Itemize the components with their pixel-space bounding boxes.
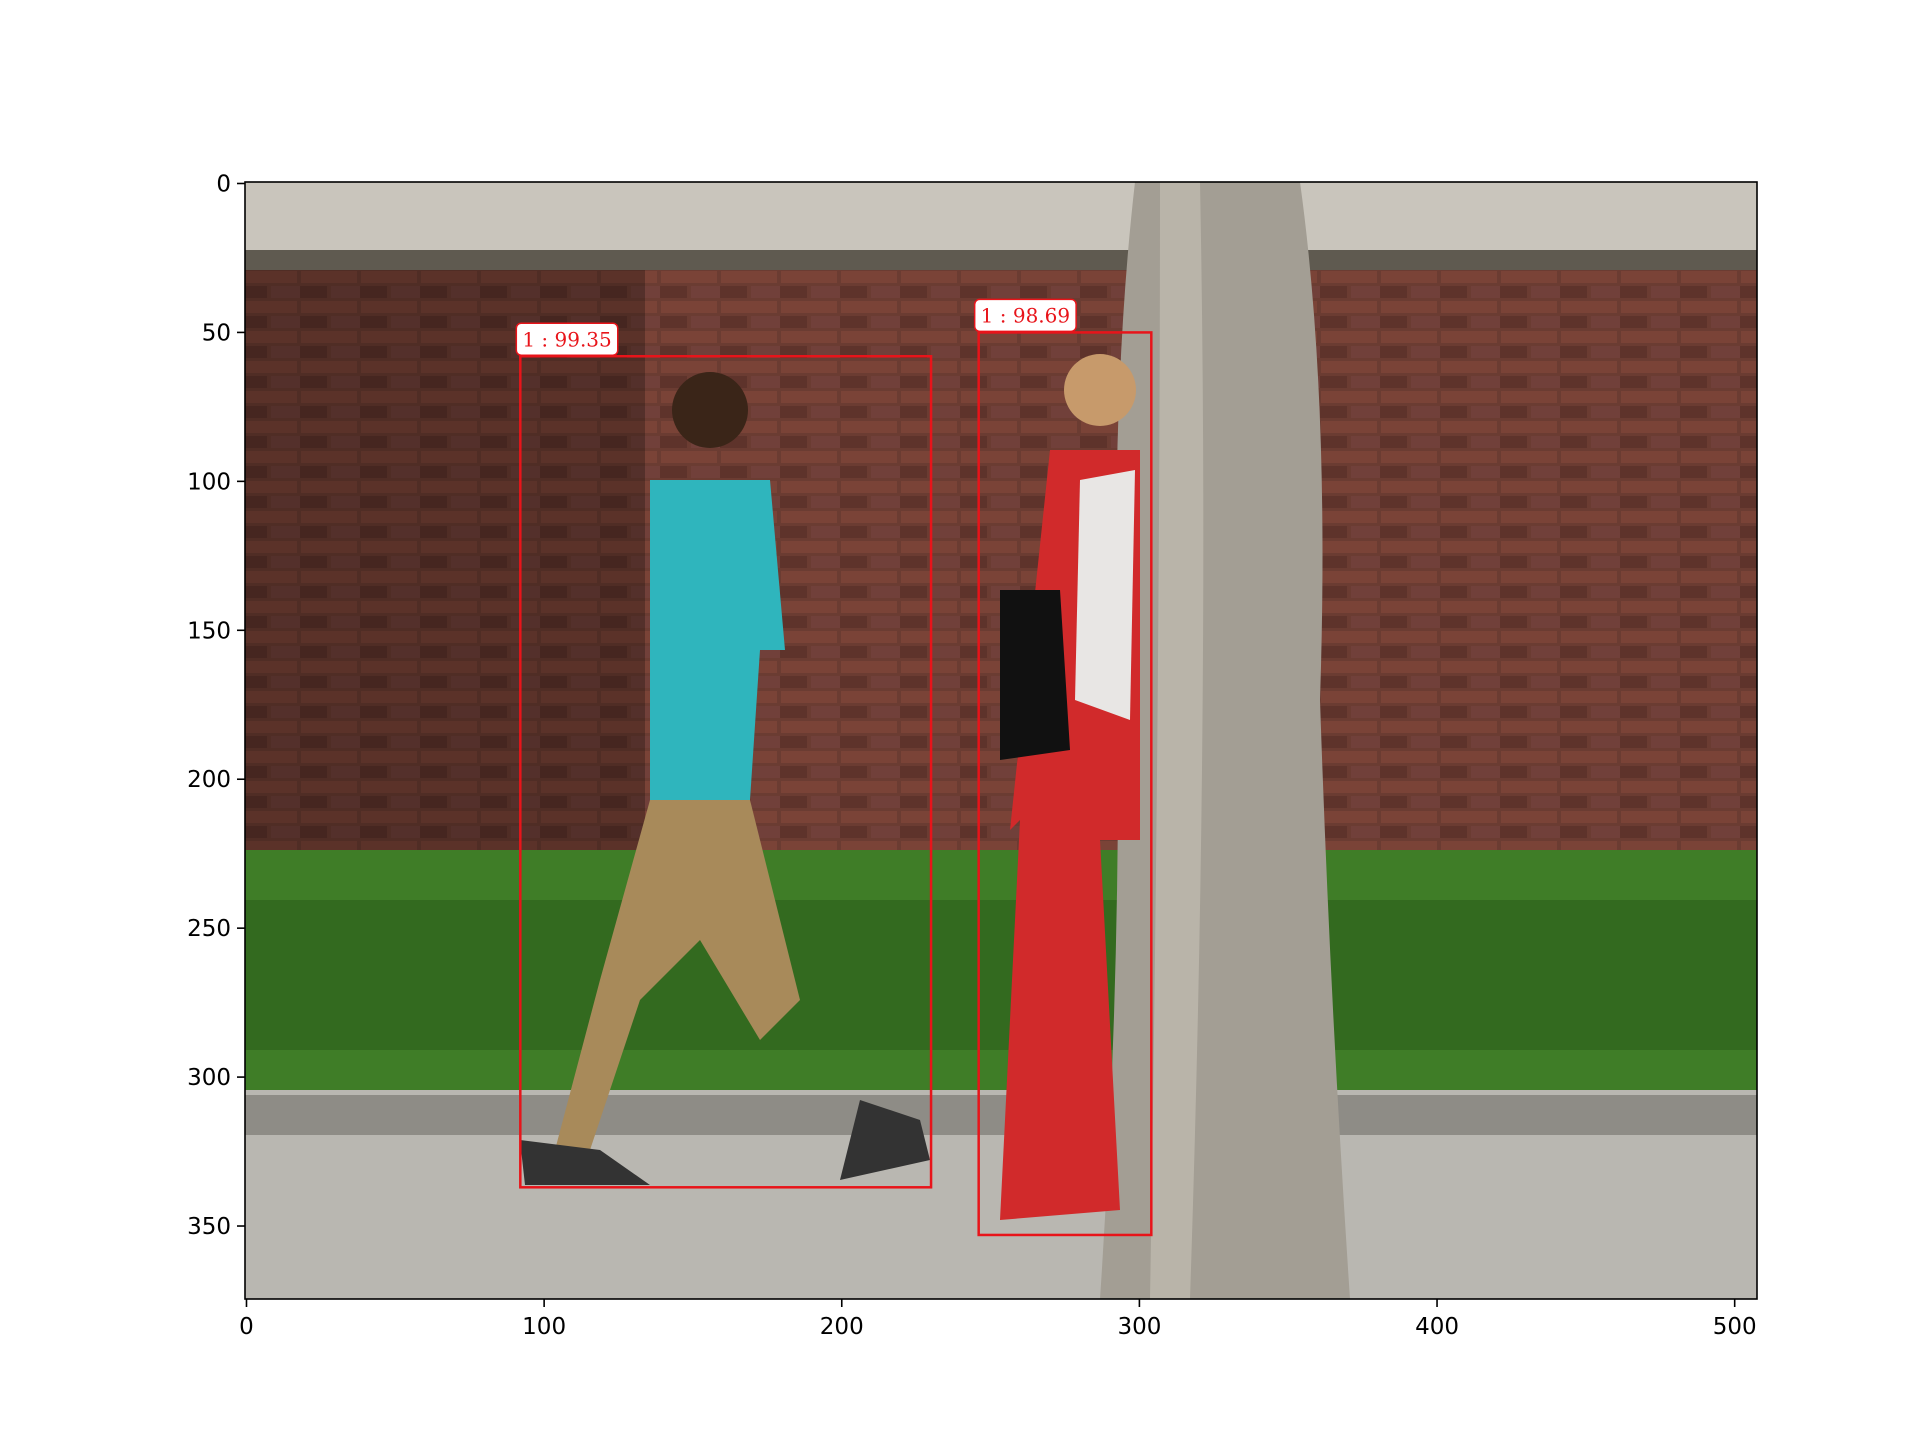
photo bbox=[245, 182, 1757, 1299]
y-tick-label: 200 bbox=[187, 767, 231, 793]
x-tick-label: 400 bbox=[1415, 1314, 1459, 1340]
y-tick-label: 300 bbox=[187, 1065, 231, 1091]
box-label: 1 : 98.69 bbox=[981, 303, 1070, 327]
y-tick-label: 150 bbox=[187, 618, 231, 644]
y-tick-label: 50 bbox=[202, 320, 231, 346]
x-tick-label: 300 bbox=[1117, 1314, 1161, 1340]
y-tick-label: 350 bbox=[187, 1214, 231, 1240]
box-label-bg bbox=[515, 322, 619, 357]
detection-box bbox=[519, 355, 933, 1189]
y-tick-label: 250 bbox=[187, 916, 231, 942]
x-tick-label: 500 bbox=[1713, 1314, 1757, 1340]
y-tick-label: 0 bbox=[216, 171, 231, 197]
detection-box bbox=[977, 331, 1153, 1237]
box-label: 1 : 99.35 bbox=[522, 327, 611, 351]
box-label-bg bbox=[973, 298, 1077, 333]
y-tick-label: 100 bbox=[187, 469, 231, 495]
axes-frame bbox=[244, 181, 1758, 1300]
x-tick-label: 100 bbox=[522, 1314, 566, 1340]
x-tick-label: 0 bbox=[239, 1314, 254, 1340]
x-tick-label: 200 bbox=[820, 1314, 864, 1340]
